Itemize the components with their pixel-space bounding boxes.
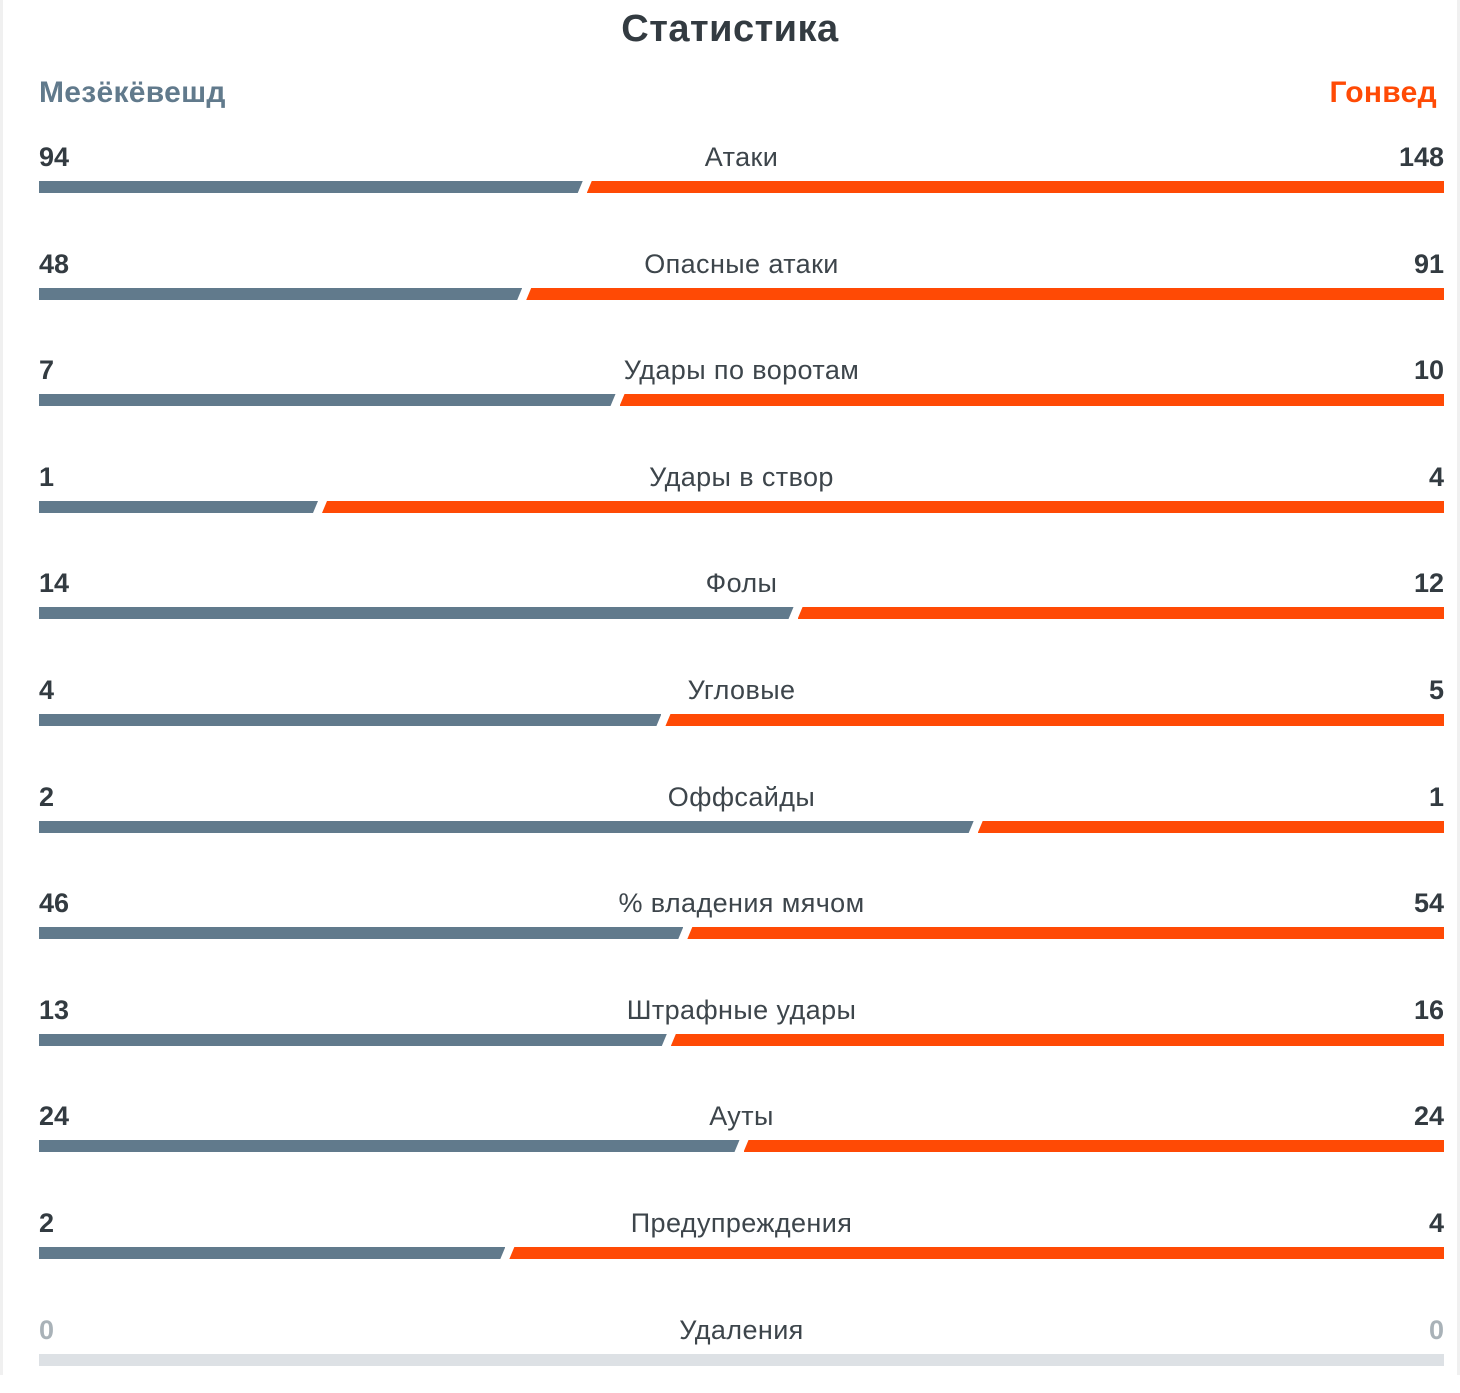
home-bar-segment [39, 1140, 740, 1152]
away-value: 148 [1398, 142, 1444, 172]
stat-bar [39, 181, 1444, 193]
away-value: 16 [1413, 995, 1444, 1025]
away-team-name: Гонвед [1329, 76, 1437, 109]
stat-row-offsides: 2 Оффсайды 1 [39, 780, 1444, 860]
stat-label: Опасные атаки [644, 249, 839, 279]
away-value: 24 [1413, 1101, 1444, 1131]
away-value: 10 [1413, 355, 1444, 385]
away-bar-segment [743, 1140, 1444, 1152]
stat-bar [39, 501, 1444, 513]
stat-label: Атаки [704, 142, 779, 172]
stat-label: % владения мячом [618, 888, 865, 918]
stat-bar [39, 394, 1444, 406]
stat-bar [39, 288, 1444, 300]
home-bar-segment [39, 181, 583, 193]
home-bar-segment [39, 607, 794, 619]
home-value: 1 [39, 462, 55, 492]
stat-bar [39, 1354, 1444, 1366]
stat-row-attacks: 94 Атаки 148 [39, 140, 1444, 220]
stat-bar [39, 927, 1444, 939]
away-value: 54 [1413, 888, 1444, 918]
away-value: 91 [1413, 249, 1444, 279]
home-bar-segment [39, 1247, 505, 1259]
page-title: Статистика [621, 8, 839, 50]
away-value: 12 [1413, 568, 1444, 598]
stat-row-red-cards: 0 Удаления 0 [39, 1313, 1444, 1393]
away-value: 5 [1428, 675, 1444, 705]
home-value: 48 [39, 249, 70, 279]
stat-label: Штрафные удары [626, 995, 857, 1025]
stat-label: Оффсайды [667, 782, 816, 812]
home-bar-segment [39, 821, 974, 833]
away-value: 1 [1428, 782, 1444, 812]
away-bar-segment [687, 927, 1444, 939]
away-bar-segment [509, 1247, 1444, 1259]
away-bar-segment [619, 394, 1444, 406]
away-bar-segment [797, 607, 1444, 619]
stat-label: Угловые [687, 675, 796, 705]
home-value: 13 [39, 995, 70, 1025]
away-value: 0 [1428, 1315, 1444, 1345]
home-value: 2 [39, 782, 55, 812]
home-bar-segment [39, 1034, 667, 1046]
away-value: 4 [1428, 462, 1444, 492]
home-bar-segment [39, 714, 661, 726]
away-bar-segment [322, 501, 1444, 513]
stat-label: Удары по воротам [623, 355, 860, 385]
stat-bar [39, 714, 1444, 726]
away-bar-segment [977, 821, 1444, 833]
home-bar-segment [39, 288, 522, 300]
stat-bar [39, 1247, 1444, 1259]
home-bar-segment [39, 394, 616, 406]
stat-bar [39, 821, 1444, 833]
home-value: 24 [39, 1101, 70, 1131]
stat-row-fouls: 14 Фолы 12 [39, 566, 1444, 646]
home-bar-segment [39, 927, 683, 939]
stat-label: Удаления [679, 1315, 804, 1345]
home-value: 94 [39, 142, 70, 172]
away-bar-segment [586, 181, 1444, 193]
away-bar-segment [670, 1034, 1444, 1046]
empty-bar-segment [39, 1354, 1444, 1366]
stat-bar [39, 1140, 1444, 1152]
home-value: 46 [39, 888, 70, 918]
stat-label: Предупреждения [630, 1208, 853, 1238]
home-team-name: Мезёкёвешд [39, 76, 226, 109]
home-value: 0 [39, 1315, 55, 1345]
away-bar-segment [526, 288, 1444, 300]
stat-row-shots-on-target: 1 Удары в створ 4 [39, 460, 1444, 540]
stat-row-corners: 4 Угловые 5 [39, 673, 1444, 753]
stat-bar [39, 607, 1444, 619]
away-value: 4 [1428, 1208, 1444, 1238]
home-value: 4 [39, 675, 55, 705]
stat-row-dangerous-attacks: 48 Опасные атаки 91 [39, 247, 1444, 327]
stat-row-possession: 46 % владения мячом 54 [39, 886, 1444, 966]
home-value: 14 [39, 568, 70, 598]
stat-row-throw-ins: 24 Ауты 24 [39, 1099, 1444, 1179]
stat-label: Удары в створ [649, 462, 834, 492]
stat-row-shots: 7 Удары по воротам 10 [39, 353, 1444, 433]
stat-label: Фолы [705, 568, 778, 598]
stat-row-free-kicks: 13 Штрафные удары 16 [39, 993, 1444, 1073]
home-bar-segment [39, 501, 318, 513]
stat-row-yellow-cards: 2 Предупреждения 4 [39, 1206, 1444, 1286]
home-value: 7 [39, 355, 55, 385]
stat-label: Ауты [709, 1101, 774, 1131]
home-value: 2 [39, 1208, 55, 1238]
away-bar-segment [665, 714, 1444, 726]
stat-bar [39, 1034, 1444, 1046]
